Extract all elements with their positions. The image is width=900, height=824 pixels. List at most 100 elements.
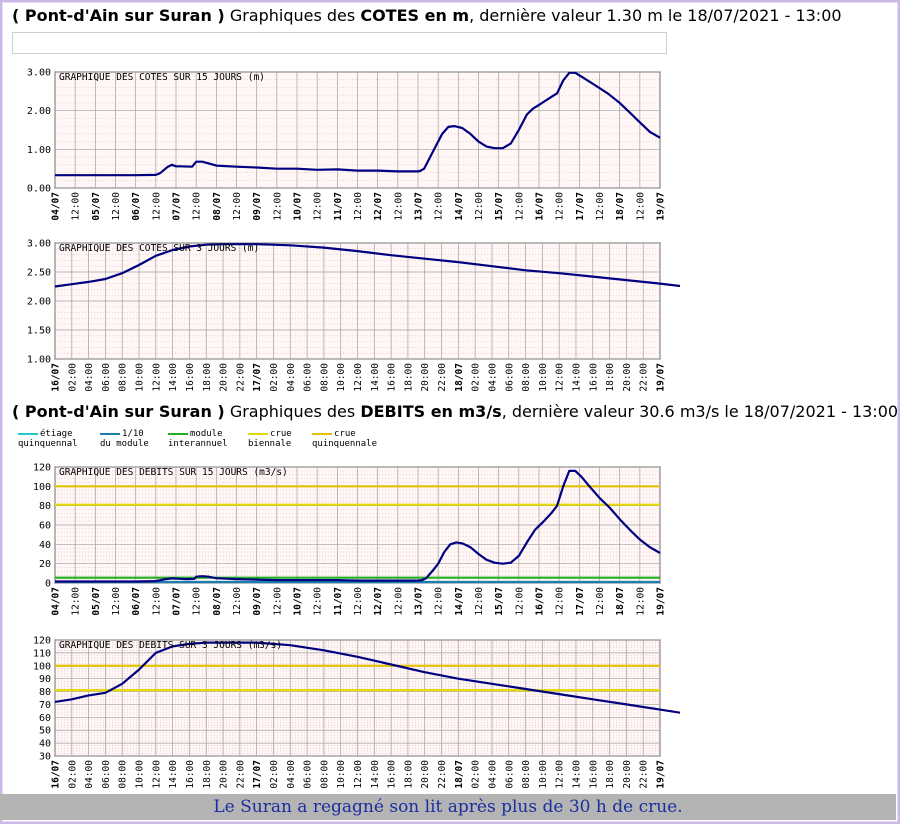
x-tick-label: 08/07: [212, 587, 223, 616]
series-line: [55, 71, 661, 177]
x-tick-label: 14:00: [168, 760, 179, 789]
series-line: [54, 641, 680, 714]
x-tick-label: 12:00: [232, 587, 243, 616]
x-tick-label: 22:00: [437, 363, 448, 392]
x-tick-label: 22:00: [437, 760, 448, 789]
x-tick-label: 12:00: [313, 587, 324, 616]
heading-debits: ( Pont-d'Ain sur Suran ) Graphiques des …: [12, 402, 898, 421]
y-tick-label: 90: [39, 674, 51, 685]
x-tick-label: 12:00: [272, 587, 283, 616]
legend-swatch: [100, 432, 120, 435]
x-tick-label: 04:00: [286, 760, 297, 789]
x-tick-label: 10:00: [538, 363, 549, 392]
x-tick-label: 05/07: [91, 192, 102, 221]
x-tick-label: 15/07: [494, 192, 505, 221]
x-tick-label: 02:00: [471, 760, 482, 789]
x-tick-label: 16/07: [51, 760, 62, 789]
x-tick-label: 12:00: [272, 192, 283, 221]
x-tick-label: 02:00: [67, 760, 78, 789]
x-tick-label: 18:00: [403, 760, 414, 789]
x-tick-label: 22:00: [639, 760, 650, 789]
x-tick-label: 17/07: [252, 760, 263, 789]
x-tick-label: 04/07: [51, 192, 62, 221]
x-tick-label: 06:00: [101, 363, 112, 392]
legend-swatch: [248, 432, 268, 435]
y-tick-label: 1.00: [27, 145, 51, 156]
legend-label: du module: [100, 439, 149, 449]
legend-label: interannuel: [168, 439, 228, 449]
legend-swatch: [168, 432, 188, 435]
legend-item: crue biennale: [248, 429, 292, 449]
x-tick-label: 12:00: [232, 192, 243, 221]
y-tick-label: 0: [45, 579, 51, 590]
y-tick-label: 80: [39, 501, 51, 512]
x-tick-label: 12:00: [555, 587, 566, 616]
x-tick-label: 08:00: [521, 760, 532, 789]
legend-label: crue: [334, 429, 356, 439]
x-tick-label: 12:00: [313, 192, 324, 221]
station-name: ( Pont-d'Ain sur Suran ): [12, 6, 225, 25]
x-tick-label: 12:00: [393, 192, 404, 221]
x-tick-label: 18:00: [403, 363, 414, 392]
x-tick-label: 08:00: [319, 760, 330, 789]
x-tick-label: 02:00: [67, 363, 78, 392]
legend-label: quinquennal: [18, 439, 78, 449]
y-tick-label: 40: [39, 739, 51, 750]
x-tick-label: 10:00: [538, 760, 549, 789]
x-tick-label: 10/07: [293, 192, 304, 221]
blank-input-bar[interactable]: [12, 32, 667, 54]
x-tick-label: 13/07: [414, 192, 425, 221]
x-tick-label: 14:00: [370, 363, 381, 392]
x-tick-label: 06:00: [504, 363, 515, 392]
y-tick-label: 1.00: [27, 355, 51, 366]
x-tick-label: 12:00: [353, 363, 364, 392]
x-tick-label: 06:00: [303, 760, 314, 789]
x-tick-label: 16:00: [387, 760, 398, 789]
x-tick-label: 18/07: [615, 587, 626, 616]
x-tick-label: 12/07: [373, 192, 384, 221]
x-tick-label: 12:00: [474, 192, 485, 221]
y-tick-label: 40: [39, 540, 51, 551]
x-tick-label: 12:00: [434, 192, 445, 221]
x-tick-label: 07/07: [172, 587, 183, 616]
x-tick-label: 12:00: [353, 192, 364, 221]
x-tick-label: 10:00: [135, 363, 146, 392]
x-tick-label: 19/07: [656, 760, 667, 789]
chart-title: GRAPHIQUE DES DEBITS SUR 3 JOURS (m3/s): [59, 640, 282, 651]
heading-pre: Graphiques des: [229, 402, 356, 421]
x-tick-label: 22:00: [639, 363, 650, 392]
x-tick-label: 02:00: [471, 363, 482, 392]
threshold-legend: étiage quinquennal 1/10 du module module in…: [12, 427, 670, 453]
x-tick-label: 12:00: [555, 192, 566, 221]
y-tick-label: 2.00: [27, 106, 51, 117]
chart-cotes-3-jours: 1.00 1.50 2.00 2.50 3.00 16/07 02:00 04:00 06:00…: [27, 239, 680, 392]
x-tick-label: 06:00: [303, 363, 314, 392]
station-name: ( Pont-d'Ain sur Suran ): [12, 402, 225, 421]
grid: [54, 242, 661, 360]
legend-label: étiage: [40, 429, 73, 439]
x-tick-label: 08:00: [521, 363, 532, 392]
legend-item: module interannuel: [168, 429, 228, 449]
x-tick-label: 11/07: [333, 192, 344, 221]
y-tick-label: 1.50: [27, 326, 51, 337]
heading-last-value: , dernière valeur 30.6 m3/s le 18/07/202…: [501, 402, 899, 421]
y-tick-label: 110: [33, 648, 51, 659]
y-tick-label: 60: [39, 713, 51, 724]
x-tick-label: 18/07: [615, 192, 626, 221]
legend-label: crue: [270, 429, 292, 439]
x-tick-label: 20:00: [622, 760, 633, 789]
x-tick-label: 14:00: [571, 363, 582, 392]
x-tick-label: 09/07: [252, 587, 263, 616]
x-tick-label: 12:00: [111, 587, 122, 616]
x-tick-label: 16/07: [535, 192, 546, 221]
x-tick-label: 12:00: [353, 760, 364, 789]
legend-label: quinquennale: [312, 439, 378, 449]
x-tick-label: 12:00: [555, 363, 566, 392]
x-tick-label: 18:00: [202, 363, 213, 392]
heading-measure: DEBITS en m3/s: [360, 402, 502, 421]
x-tick-label: 04:00: [84, 760, 95, 789]
x-tick-label: 22:00: [235, 363, 246, 392]
x-tick-label: 12:00: [151, 760, 162, 789]
x-tick-label: 12/07: [373, 587, 384, 616]
